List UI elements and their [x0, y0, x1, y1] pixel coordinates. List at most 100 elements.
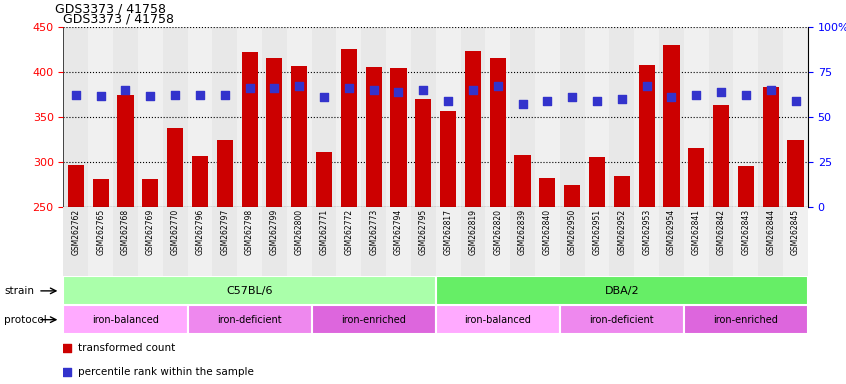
Bar — [217, 140, 233, 207]
Bar — [460, 207, 486, 276]
Bar — [436, 207, 460, 276]
Bar — [237, 27, 262, 207]
Text: iron-deficient: iron-deficient — [217, 314, 282, 325]
Bar — [560, 207, 585, 276]
Text: GSM262843: GSM262843 — [741, 209, 750, 255]
Bar — [162, 207, 188, 276]
Bar — [92, 179, 109, 207]
Text: GSM262800: GSM262800 — [294, 209, 304, 255]
Bar — [287, 27, 311, 207]
Bar — [440, 111, 456, 207]
Text: GSM262772: GSM262772 — [344, 209, 354, 255]
Text: iron-enriched: iron-enriched — [713, 314, 778, 325]
Bar — [311, 27, 337, 207]
Bar — [266, 58, 283, 207]
Text: iron-deficient: iron-deficient — [590, 314, 654, 325]
Bar — [783, 27, 808, 207]
Point — [342, 85, 355, 91]
Point — [144, 93, 157, 99]
Bar — [63, 207, 88, 276]
Bar — [639, 65, 655, 207]
Bar — [659, 27, 684, 207]
Bar — [390, 68, 407, 207]
Bar — [585, 27, 609, 207]
Bar — [783, 207, 808, 276]
Bar — [788, 140, 804, 207]
Point — [714, 89, 728, 95]
Point — [739, 91, 753, 98]
Bar — [311, 207, 337, 276]
Bar — [167, 128, 184, 207]
Bar — [188, 207, 212, 276]
Bar — [733, 207, 758, 276]
Text: GSM262795: GSM262795 — [419, 209, 428, 255]
Point — [491, 83, 504, 89]
Text: GSM262950: GSM262950 — [568, 209, 577, 255]
Bar — [386, 27, 411, 207]
Point — [267, 85, 281, 91]
Bar — [436, 276, 808, 305]
Bar — [68, 165, 84, 207]
Bar — [684, 305, 808, 334]
Text: transformed count: transformed count — [79, 343, 176, 353]
Text: GSM262840: GSM262840 — [543, 209, 552, 255]
Bar — [212, 207, 237, 276]
Bar — [241, 52, 258, 207]
Bar — [361, 207, 386, 276]
Point — [392, 89, 405, 95]
Bar — [113, 27, 138, 207]
Text: GSM262845: GSM262845 — [791, 209, 800, 255]
Bar — [634, 27, 659, 207]
Text: GDS3373 / 41758: GDS3373 / 41758 — [63, 13, 174, 26]
Point — [516, 101, 530, 107]
Point — [541, 98, 554, 104]
Text: GSM262817: GSM262817 — [443, 209, 453, 255]
Text: iron-enriched: iron-enriched — [341, 314, 406, 325]
Text: C57BL/6: C57BL/6 — [227, 286, 272, 296]
Text: GSM262762: GSM262762 — [71, 209, 80, 255]
Bar — [192, 156, 208, 207]
Bar — [684, 207, 709, 276]
Bar — [415, 99, 431, 207]
Bar — [341, 48, 357, 207]
Text: GSM262796: GSM262796 — [195, 209, 205, 255]
Bar — [688, 148, 705, 207]
Point — [466, 87, 480, 93]
Bar — [88, 207, 113, 276]
Bar — [138, 27, 162, 207]
Bar — [337, 207, 361, 276]
Point — [565, 94, 579, 100]
Bar — [287, 207, 311, 276]
Point — [293, 83, 306, 89]
Text: GSM262765: GSM262765 — [96, 209, 105, 255]
Bar — [634, 207, 659, 276]
Bar — [361, 27, 386, 207]
Point — [665, 94, 678, 100]
Bar — [88, 27, 113, 207]
Text: DBA/2: DBA/2 — [605, 286, 639, 296]
Bar — [436, 305, 560, 334]
Point — [168, 91, 182, 98]
Text: GSM262799: GSM262799 — [270, 209, 279, 255]
Bar — [564, 185, 580, 207]
Point — [277, 29, 290, 35]
Bar — [663, 45, 679, 207]
Bar — [709, 207, 733, 276]
Point — [640, 83, 653, 89]
Bar — [262, 207, 287, 276]
Text: GSM262770: GSM262770 — [171, 209, 179, 255]
Bar — [486, 27, 510, 207]
Text: percentile rank within the sample: percentile rank within the sample — [79, 366, 254, 377]
Point — [442, 98, 455, 104]
Point — [416, 87, 430, 93]
Bar — [142, 179, 158, 207]
Bar — [560, 305, 684, 334]
Bar — [365, 68, 382, 207]
Bar — [560, 27, 585, 207]
Bar — [762, 87, 779, 207]
Bar — [316, 152, 332, 207]
Point — [591, 98, 604, 104]
Text: GSM262953: GSM262953 — [642, 209, 651, 255]
Bar — [539, 177, 556, 207]
Text: GDS3373 / 41758: GDS3373 / 41758 — [55, 2, 166, 15]
